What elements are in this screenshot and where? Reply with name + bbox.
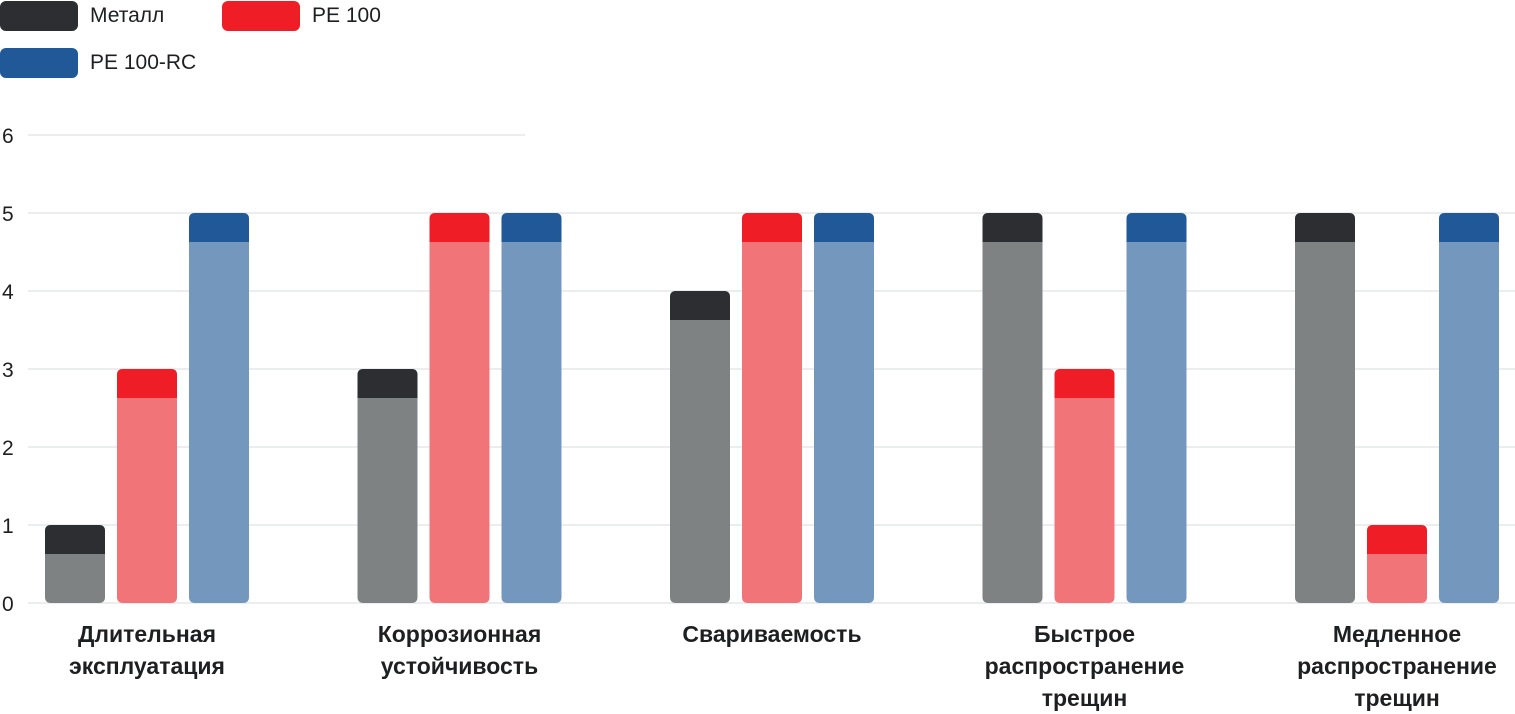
bar bbox=[45, 525, 105, 603]
bar-cap bbox=[670, 291, 730, 320]
category-label: Свариваемость bbox=[642, 618, 902, 650]
y-tick-label: 6 bbox=[2, 125, 14, 148]
legend-swatch bbox=[222, 1, 300, 31]
bar-cap bbox=[357, 369, 418, 398]
bar bbox=[1126, 213, 1187, 603]
legend-label: Металл bbox=[90, 4, 165, 27]
bar-body bbox=[1126, 213, 1187, 603]
bar bbox=[117, 369, 177, 603]
category-label: Быстрое распространение трещин bbox=[955, 618, 1215, 714]
category-label-line: Длительная bbox=[77, 621, 217, 647]
legend-item-1: Металл bbox=[0, 1, 164, 31]
bar-body bbox=[742, 213, 802, 603]
category-label-line: трещин bbox=[1354, 685, 1440, 711]
bar bbox=[1054, 369, 1115, 603]
bar-body bbox=[1295, 213, 1355, 603]
category-label-line: распространение bbox=[1297, 653, 1497, 679]
category-label: Медленное распространение трещин bbox=[1267, 618, 1515, 714]
bar-body bbox=[670, 291, 730, 603]
bar bbox=[814, 213, 874, 603]
y-tick-label: 2 bbox=[2, 437, 14, 460]
bar-cap bbox=[45, 525, 105, 554]
bar-cap bbox=[1367, 525, 1427, 554]
bar-body bbox=[501, 213, 562, 603]
bar-cap bbox=[814, 213, 874, 242]
bar-cap bbox=[982, 213, 1043, 242]
legend-label: PE 100-RC bbox=[90, 51, 197, 74]
category-label-line: Коррозионная bbox=[377, 621, 542, 647]
legend-item-2: PE 100 bbox=[222, 1, 381, 31]
category-label-line: Свариваемость bbox=[682, 621, 862, 647]
y-tick-label: 3 bbox=[2, 359, 14, 382]
category-label: Длительная эксплуатация bbox=[17, 618, 277, 682]
bar-body bbox=[814, 213, 874, 603]
bar-body bbox=[429, 213, 490, 603]
bar-body bbox=[117, 369, 177, 603]
bar bbox=[982, 213, 1043, 603]
bar-cap bbox=[501, 213, 562, 242]
bar-cap bbox=[1295, 213, 1355, 242]
legend-swatch bbox=[0, 48, 78, 78]
bar bbox=[357, 369, 418, 603]
category-label-line: трещин bbox=[1041, 685, 1128, 711]
category-label-line: эксплуатация bbox=[69, 653, 225, 679]
bar-cap bbox=[1054, 369, 1115, 398]
bar-body bbox=[1439, 213, 1499, 603]
bar-body bbox=[357, 369, 418, 603]
bar-body bbox=[1054, 369, 1115, 603]
category-label-line: Медленное bbox=[1332, 621, 1462, 647]
bar bbox=[1439, 213, 1499, 603]
bar bbox=[1367, 525, 1427, 603]
bar-cap bbox=[189, 213, 249, 242]
y-tick-label: 0 bbox=[2, 593, 14, 616]
bar-cap bbox=[1126, 213, 1187, 242]
y-tick-label: 1 bbox=[2, 515, 14, 538]
bar bbox=[429, 213, 490, 603]
legend: Металл PE 100 PE 100-RC bbox=[0, 0, 1515, 90]
legend-item-3: PE 100-RC bbox=[0, 48, 196, 78]
category-label-line: распространение bbox=[984, 653, 1185, 679]
bar bbox=[1295, 213, 1355, 603]
category-label-line: устойчивость bbox=[380, 653, 539, 679]
y-tick-label: 5 bbox=[2, 203, 14, 226]
legend-swatch bbox=[0, 1, 78, 31]
category-label-line: Быстрое bbox=[1033, 621, 1136, 647]
bar bbox=[189, 213, 249, 603]
legend-label: PE 100 bbox=[312, 4, 381, 27]
category-label: Коррозионная устойчивость bbox=[330, 618, 590, 682]
bar bbox=[670, 291, 730, 603]
bar-cap bbox=[1439, 213, 1499, 242]
bar bbox=[742, 213, 802, 603]
bar-cap bbox=[429, 213, 490, 242]
bar-body bbox=[982, 213, 1043, 603]
y-tick-label: 4 bbox=[2, 281, 14, 304]
bar-body bbox=[189, 213, 249, 603]
bar-cap bbox=[117, 369, 177, 398]
bar-cap bbox=[742, 213, 802, 242]
bar bbox=[501, 213, 562, 603]
